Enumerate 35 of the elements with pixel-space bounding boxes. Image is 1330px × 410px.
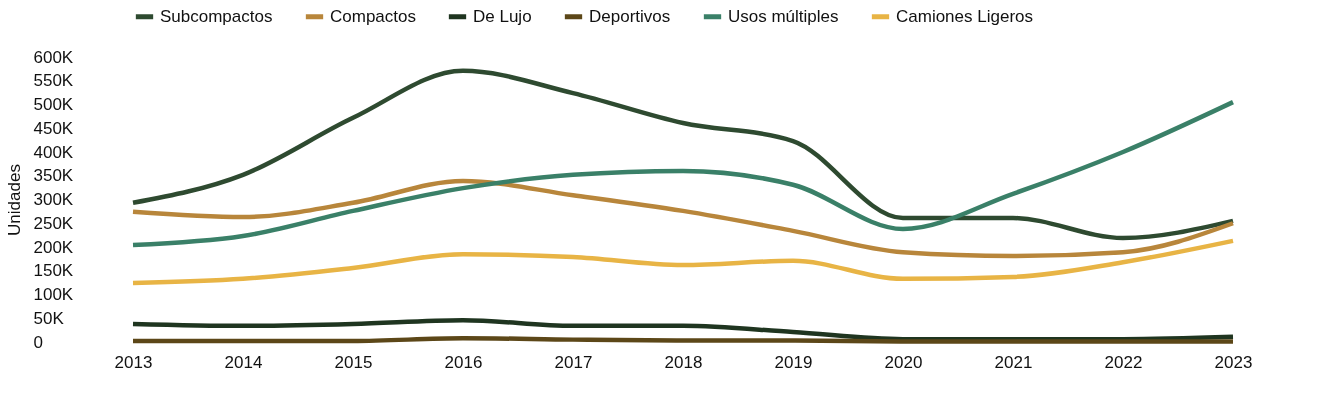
- y-axis-title: Unidades: [4, 164, 24, 236]
- x-tick-label: 2019: [774, 352, 813, 372]
- y-tick-label: 0: [33, 332, 43, 352]
- legend-label: Subcompactos: [160, 6, 273, 26]
- line-series: [130, 238, 1236, 286]
- x-tick-label: 2023: [1214, 352, 1253, 372]
- x-tick-label: 2013: [114, 352, 153, 372]
- x-tick-label: 2015: [334, 352, 373, 372]
- y-tick-label: 550K: [33, 71, 74, 91]
- legend-label: Camiones Ligeros: [896, 6, 1034, 26]
- y-tick-label: 400K: [33, 142, 74, 162]
- y-tick-label: 300K: [33, 190, 74, 209]
- x-tick-label: 2021: [994, 352, 1033, 372]
- x-tick-label: 2017: [554, 352, 593, 372]
- y-tick-label: 350K: [33, 166, 74, 186]
- y-tick-label: 50K: [33, 308, 65, 328]
- x-tick-label: 2020: [884, 352, 923, 372]
- x-tick-label: 2022: [1104, 352, 1143, 372]
- y-tick-label: 450K: [33, 118, 74, 138]
- x-tick-label: 2018: [664, 352, 703, 372]
- x-tick-label: 2014: [224, 352, 263, 372]
- legend-label: De Lujo: [473, 6, 532, 26]
- line-series: [130, 99, 1236, 248]
- line-series: [130, 178, 1236, 259]
- legend-label: Usos múltiples: [728, 6, 839, 26]
- y-tick-label: 500K: [33, 95, 74, 114]
- legend-label: Deportivos: [589, 6, 671, 26]
- x-tick-label: 2016: [444, 352, 483, 372]
- y-tick-label: 150K: [33, 261, 74, 281]
- y-tick-label: 250K: [33, 213, 74, 233]
- y-tick-label: 600K: [33, 47, 74, 67]
- y-tick-label: 100K: [33, 285, 74, 304]
- legend-label: Compactos: [330, 6, 416, 26]
- line-series: [130, 68, 1236, 241]
- y-tick-label: 200K: [33, 237, 74, 257]
